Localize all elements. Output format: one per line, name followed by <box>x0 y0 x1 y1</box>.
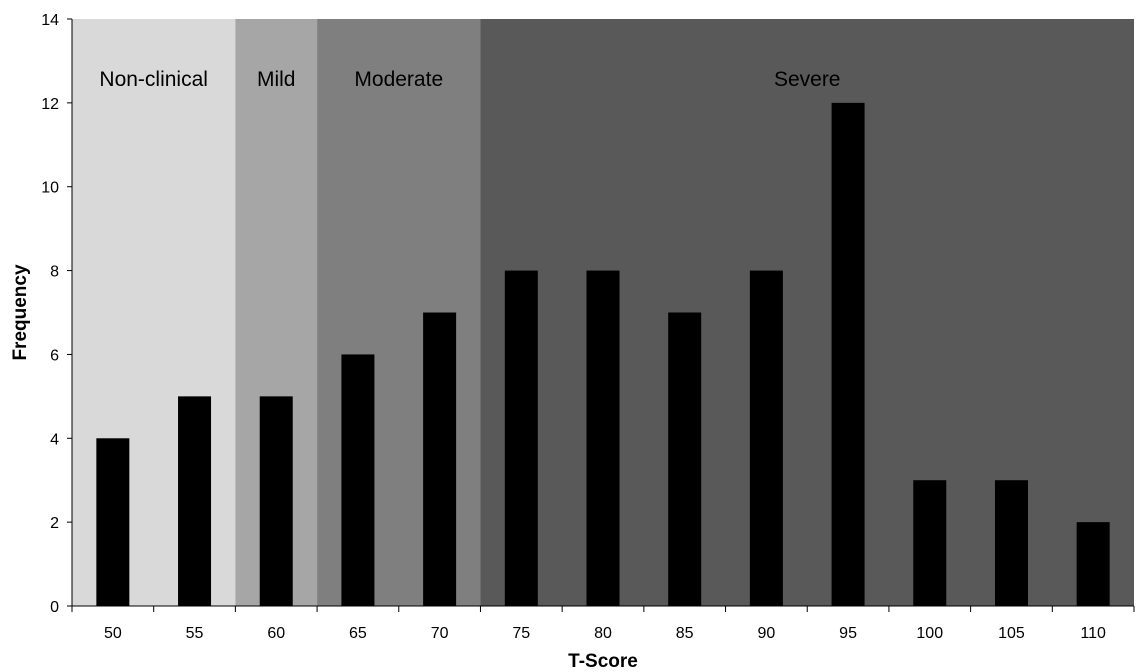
bar-80 <box>586 270 620 606</box>
x-tick-label: 95 <box>839 625 857 642</box>
band-label-2: Moderate <box>354 68 443 91</box>
bar-75 <box>504 270 538 606</box>
band-label-1: Mild <box>257 68 296 91</box>
y-tick-label: 14 <box>41 12 59 29</box>
bar-110 <box>1076 522 1110 606</box>
band-label-0: Non-clinical <box>99 68 208 91</box>
bar-105 <box>994 480 1028 606</box>
y-tick-label: 0 <box>50 599 59 616</box>
x-tick-label: 85 <box>676 625 694 642</box>
y-tick-label: 2 <box>50 515 59 532</box>
x-tick-label: 65 <box>349 625 367 642</box>
bar-95 <box>831 102 865 606</box>
y-tick-label: 4 <box>50 431 59 448</box>
y-tick-label: 12 <box>41 96 59 113</box>
bars <box>96 102 1110 606</box>
y-axis-ticks: 0 2 4 6 8 10 12 14 <box>41 12 72 616</box>
x-tick-label: 55 <box>186 625 204 642</box>
y-tick-label: 6 <box>50 347 59 364</box>
x-tick-label: 100 <box>916 625 943 642</box>
bar-85 <box>668 312 702 606</box>
y-axis-title: Frequency <box>10 264 31 361</box>
x-tick-label: 90 <box>757 625 775 642</box>
bar-65 <box>341 354 375 606</box>
bar-60 <box>259 396 293 606</box>
bar-90 <box>749 270 783 606</box>
x-tick-label: 50 <box>104 625 122 642</box>
x-tick-label: 60 <box>267 625 285 642</box>
x-tick-label: 80 <box>594 625 612 642</box>
band-3 <box>480 19 1134 606</box>
band-label-3: Severe <box>774 68 841 91</box>
bar-50 <box>96 438 130 606</box>
axes <box>67 19 1134 607</box>
y-tick-label: 8 <box>50 264 59 281</box>
x-tick-label: 70 <box>431 625 449 642</box>
y-tick-label: 10 <box>41 180 59 197</box>
x-tick-label: 110 <box>1080 625 1106 642</box>
bar-55 <box>178 396 212 606</box>
bar-100 <box>913 480 947 606</box>
x-axis-title: T-Score <box>568 651 638 672</box>
bar-70 <box>423 312 457 606</box>
x-axis-ticks: 50 55 60 65 70 75 80 85 90 95 100 105 110 <box>71 606 1135 642</box>
x-tick-label: 75 <box>512 625 530 642</box>
x-tick-label: 105 <box>998 625 1025 642</box>
